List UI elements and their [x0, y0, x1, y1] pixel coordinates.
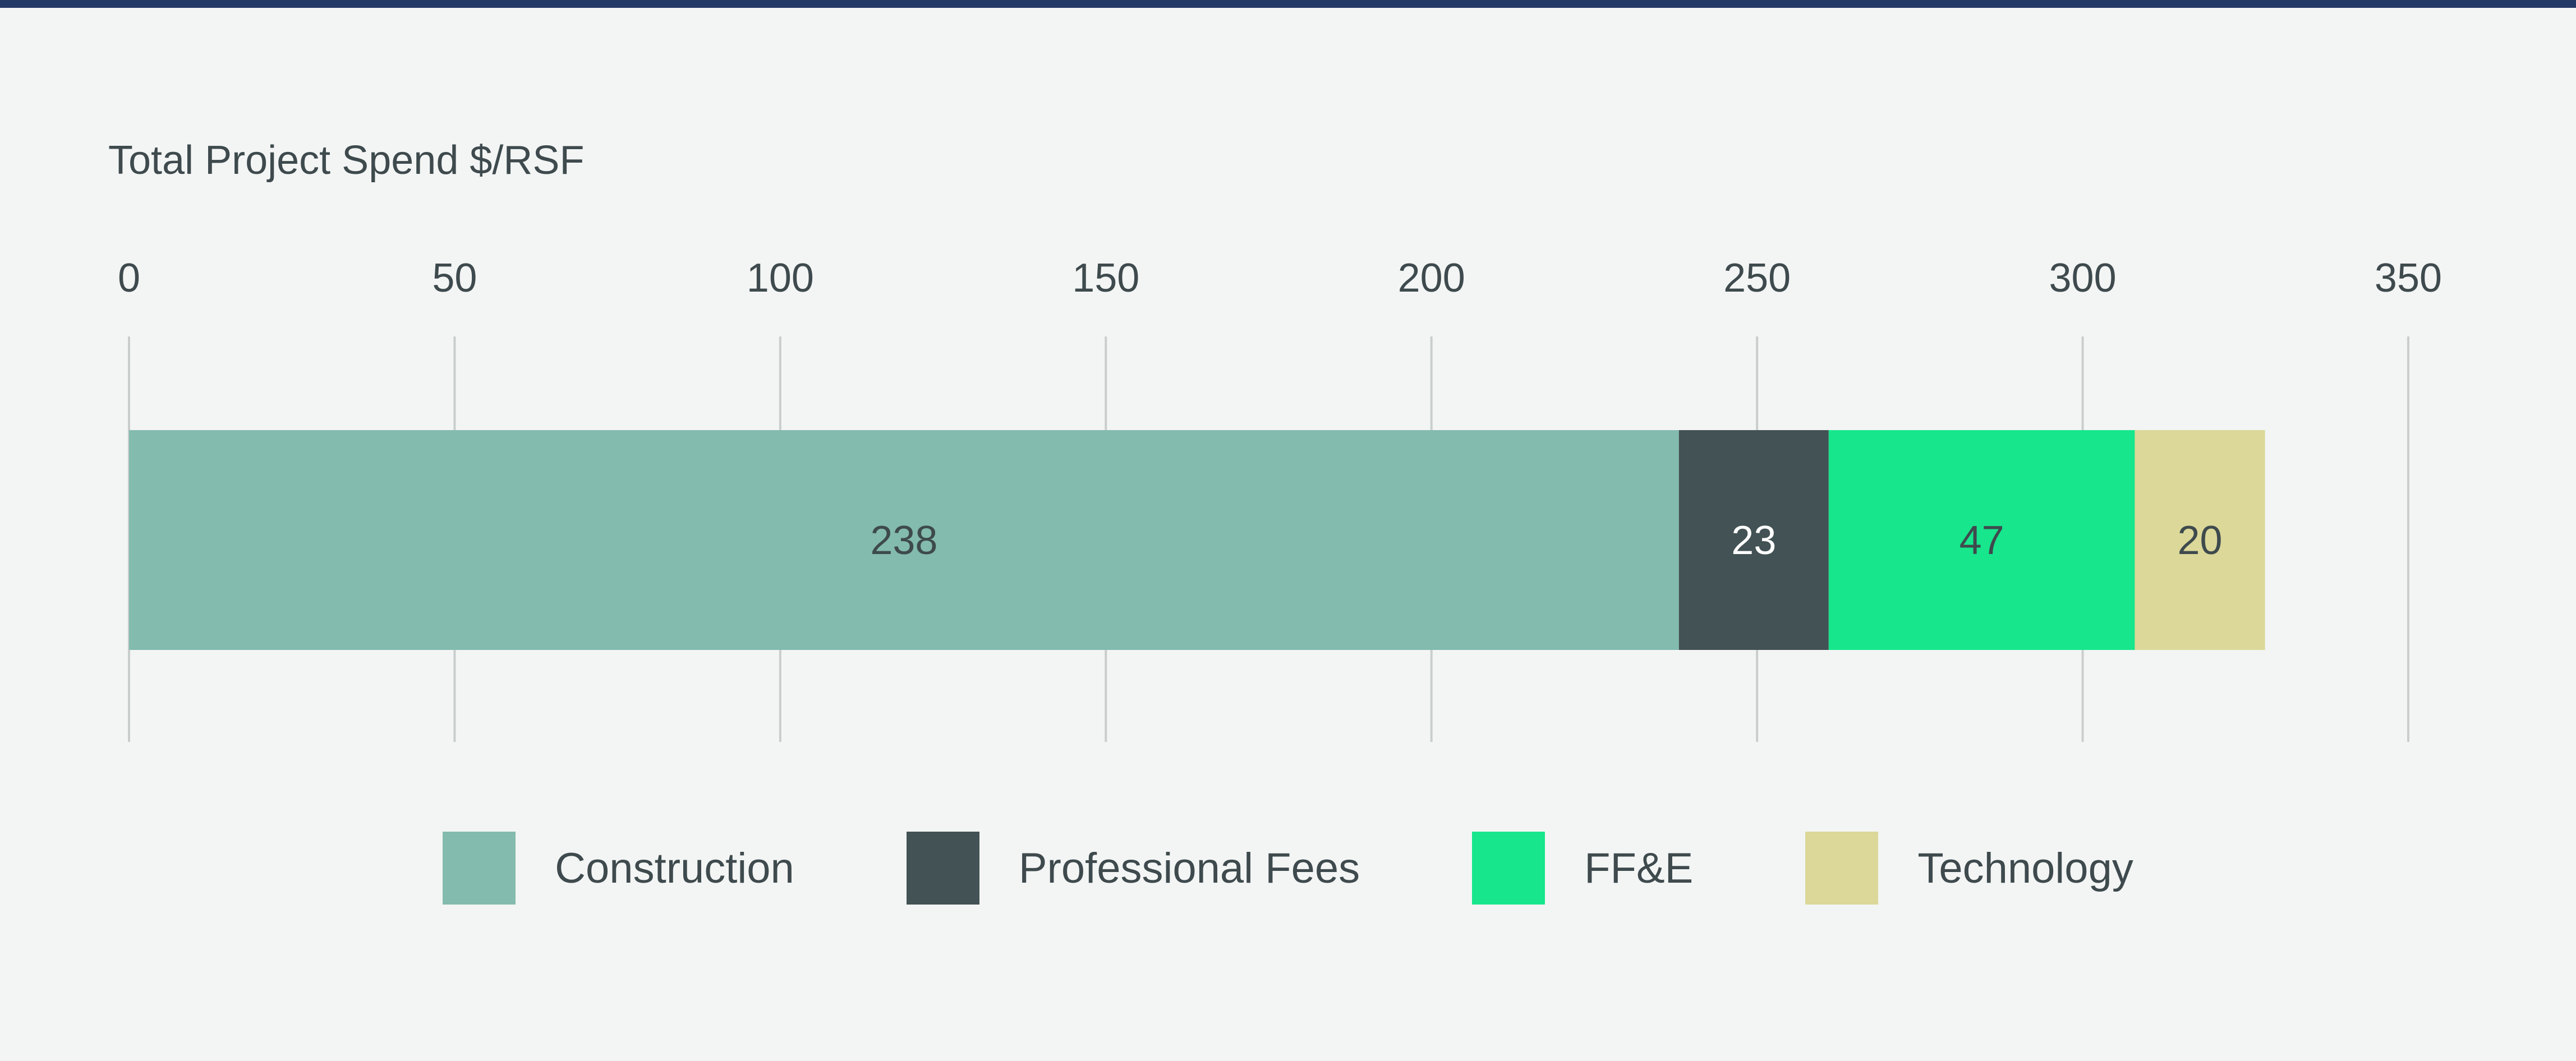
x-tick-label-0: 0	[118, 256, 140, 301]
legend-item-ffe: FF&E	[1472, 832, 1693, 905]
legend-swatch-technology	[1805, 832, 1879, 905]
x-tick-label-250: 250	[1723, 256, 1791, 301]
legend-label-technology: Technology	[1917, 844, 2133, 892]
data-label-professional-fees: 23	[1731, 518, 1776, 563]
legend-item-technology: Technology	[1805, 832, 2133, 905]
data-label-technology: 20	[2177, 518, 2222, 563]
bar-segment-construction	[129, 430, 1679, 650]
x-tick-label-300: 300	[2049, 256, 2117, 301]
bar-segments	[129, 430, 2265, 650]
legend-item-professional-fees: Professional Fees	[906, 832, 1360, 905]
data-labels: 238 23 47 20	[870, 518, 2222, 563]
chart-title: Total Project Spend $/RSF	[108, 138, 585, 183]
legend-swatch-ffe	[1472, 832, 1545, 905]
legend-swatch-professional-fees	[906, 832, 979, 905]
data-label-ffe: 47	[1959, 518, 2004, 563]
x-tick-label-100: 100	[747, 256, 814, 301]
bar-segment-technology	[2135, 430, 2265, 650]
x-tick-label-50: 50	[432, 256, 477, 301]
legend-swatch-construction	[443, 832, 516, 905]
top-rule	[0, 0, 2576, 8]
bar-segment-ffe	[1828, 430, 2135, 650]
legend-label-ffe: FF&E	[1584, 844, 1694, 892]
legend-label-professional-fees: Professional Fees	[1018, 844, 1360, 892]
legend: Construction Professional Fees FF&E Tech…	[0, 832, 2576, 905]
bar-segment-professional-fees	[1678, 430, 1829, 650]
data-label-construction: 238	[870, 518, 937, 563]
x-tick-label-150: 150	[1072, 256, 1139, 301]
legend-item-construction: Construction	[443, 832, 794, 905]
legend-label-construction: Construction	[555, 844, 794, 892]
x-tick-label-350: 350	[2375, 256, 2442, 301]
x-tick-label-200: 200	[1398, 256, 1465, 301]
x-axis-tick-labels: 0 50 100 150 200 250 300 350	[118, 256, 2442, 301]
